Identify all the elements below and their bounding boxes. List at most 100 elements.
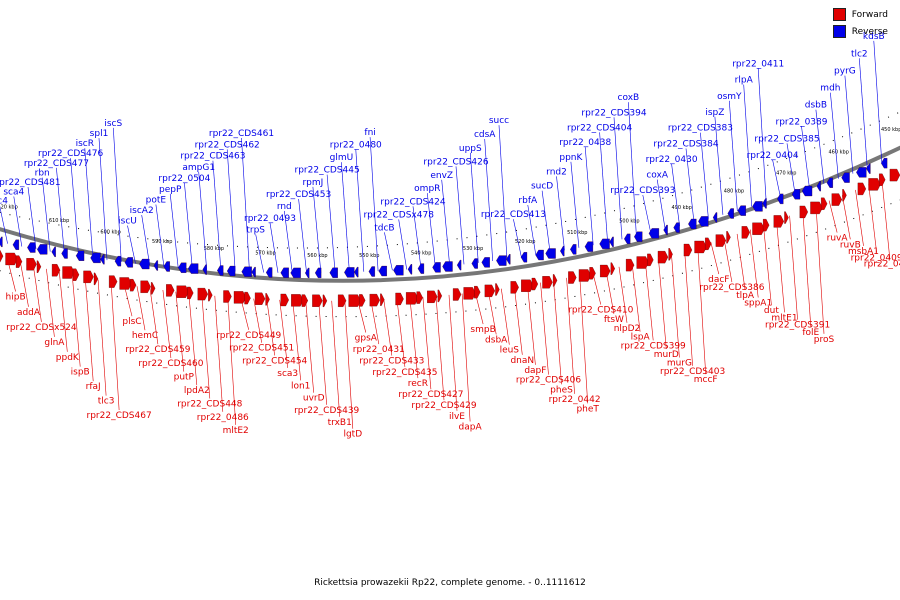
leader-line <box>514 286 523 355</box>
gene-label: rpr22_CDS481 <box>0 178 61 188</box>
tick-label: 460 kbp <box>829 150 849 156</box>
forward-feature <box>280 293 289 307</box>
backbone-arc <box>0 145 900 283</box>
gene-label: folE <box>802 328 819 338</box>
gene-label: coxB <box>618 93 640 103</box>
leader-line <box>97 279 107 396</box>
forward-feature <box>244 291 251 305</box>
gene-label: cdsA <box>474 130 496 140</box>
leader-line <box>227 296 236 425</box>
gene-label: pheT <box>576 404 599 414</box>
kbp-ticks: 620 kbp 610 kbp 600 kbp 590 kbp 580 kbp 570 k… <box>0 127 900 259</box>
gene-label: succ <box>489 116 509 126</box>
forward-feature <box>140 280 151 293</box>
leader-line <box>881 178 891 259</box>
legend: Forward Reverse <box>832 8 888 42</box>
gene-label: murG <box>667 359 692 369</box>
reverse-feature <box>139 258 150 270</box>
reverse-feature <box>314 267 322 279</box>
gene-label: uppS <box>459 144 482 154</box>
gene-label: ompR <box>414 184 440 194</box>
tick-label: 570 kbp <box>255 251 275 257</box>
leader-line <box>41 177 51 252</box>
forward-feature <box>380 293 385 306</box>
leader-line <box>743 84 752 207</box>
reverse-feature <box>290 267 301 279</box>
gene-label: mltE2 <box>223 426 249 436</box>
reverse-feature <box>777 193 784 205</box>
leader-line <box>570 161 580 248</box>
gene-label: rpr22_CDS463 <box>180 152 245 162</box>
reverse-feature <box>51 246 56 257</box>
forward-feature <box>72 268 80 281</box>
gene-label: dsbA <box>485 335 508 345</box>
leader-line <box>736 233 746 290</box>
gene-label: ppnK <box>559 153 583 163</box>
reverse-feature <box>344 267 355 278</box>
leader-line <box>842 195 851 240</box>
gene-label: rpr22_CDS393 <box>610 186 675 196</box>
leader-line <box>844 75 854 174</box>
tick-label: 520 kbp <box>515 239 535 245</box>
forward-feature <box>463 287 476 300</box>
gene-label: sppA1 <box>744 299 772 309</box>
gene-label: ilvE <box>449 412 465 422</box>
gene-label: rpr22_0409 <box>851 253 900 263</box>
leader-line <box>599 132 608 243</box>
leader-line <box>700 132 709 219</box>
reverse-feature <box>673 222 680 233</box>
reverse-feature <box>727 208 734 219</box>
leader-line <box>84 148 94 259</box>
leader-line <box>331 300 340 417</box>
gene-label: gpsA <box>355 334 378 344</box>
forward-feature <box>119 277 132 290</box>
gene-label: rnd <box>277 202 292 212</box>
leader-line <box>136 286 146 331</box>
leader-line <box>671 253 680 358</box>
gene-label: rpr22_CDS459 <box>125 345 190 355</box>
leader-line <box>631 263 641 332</box>
reverse-feature <box>506 254 511 265</box>
forward-feature <box>322 294 328 307</box>
reverse-feature <box>634 231 643 242</box>
forward-feature <box>542 276 553 289</box>
gene-label: sca3 <box>277 369 298 379</box>
forward-feature <box>0 250 4 263</box>
gene-label: mltE1 <box>771 313 797 323</box>
forward-feature <box>589 267 596 280</box>
tick-label: 480 kbp <box>724 189 744 195</box>
gene-label: rnd2 <box>546 167 567 177</box>
leader-line <box>455 166 465 265</box>
reverse-feature <box>280 267 289 278</box>
leader-line <box>396 298 406 367</box>
forward-feature <box>223 290 232 303</box>
forward-feature <box>552 274 558 287</box>
gene-label: fni <box>364 128 375 138</box>
gene-label: rpr22_CDS427 <box>398 390 463 400</box>
forward-feature <box>301 294 309 307</box>
reverse-feature <box>816 180 821 192</box>
gene-label: rpr22_0504 <box>158 174 210 184</box>
forward-feature <box>889 168 900 182</box>
gene-label: rpr22_0411 <box>732 59 784 69</box>
tick-label: 490 kbp <box>672 205 692 211</box>
gene-label: tlc2 <box>851 49 868 59</box>
gene-label: hipB <box>6 293 26 303</box>
gene-label: lon1 <box>291 381 310 391</box>
leader-line <box>355 149 365 272</box>
gene-label: ftsW <box>604 315 624 325</box>
forward-feature <box>531 277 539 291</box>
reverse-feature <box>880 158 888 169</box>
reverse-feature <box>0 236 3 248</box>
reverse-feature <box>801 185 813 197</box>
leader-line <box>369 137 379 272</box>
forward-feature <box>359 294 366 307</box>
tick-label: 470 kbp <box>776 170 796 176</box>
reverse-feature <box>114 256 122 267</box>
gene-label: tlc3 <box>98 397 115 407</box>
gene-label: iscA2 <box>130 206 154 216</box>
leader-line <box>326 174 336 273</box>
gene-label: iscS <box>104 119 122 129</box>
leader-line <box>763 225 772 306</box>
gene-label: dapA <box>459 423 483 433</box>
